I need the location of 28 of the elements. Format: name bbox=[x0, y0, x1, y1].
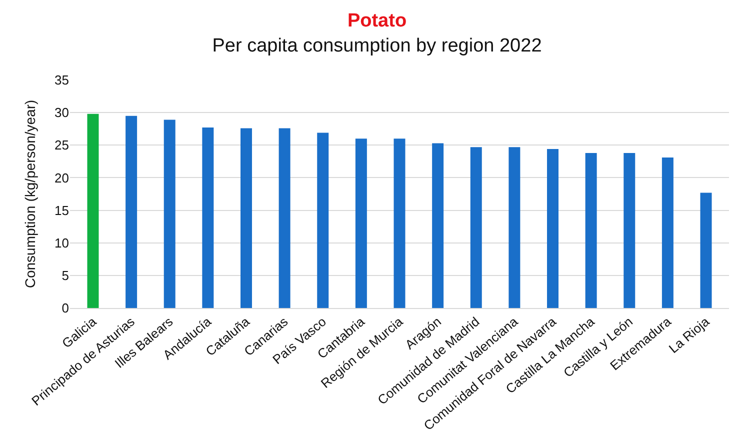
bar bbox=[202, 128, 214, 308]
y-tick-label: 35 bbox=[54, 72, 69, 88]
y-tick-label: 30 bbox=[54, 105, 69, 120]
y-tick-label: 5 bbox=[62, 268, 69, 283]
y-tick-label: 10 bbox=[54, 235, 69, 250]
bar bbox=[240, 128, 252, 308]
y-tick-label: 0 bbox=[62, 300, 69, 316]
y-tick-label: 15 bbox=[54, 202, 69, 218]
chart-title: Potato bbox=[347, 10, 407, 32]
bar bbox=[126, 116, 138, 308]
bar bbox=[700, 192, 712, 308]
bar bbox=[87, 114, 99, 308]
bar bbox=[394, 138, 406, 308]
y-tick-label: 25 bbox=[54, 138, 69, 153]
bar bbox=[547, 149, 558, 308]
bar bbox=[662, 158, 674, 308]
y-tick-label: 20 bbox=[54, 170, 69, 186]
bar bbox=[508, 147, 520, 308]
bar bbox=[278, 128, 290, 308]
bar bbox=[164, 120, 176, 308]
bar bbox=[470, 147, 482, 308]
bar bbox=[432, 143, 444, 308]
bar bbox=[317, 132, 329, 308]
bar bbox=[355, 138, 367, 308]
chart-subtitle: Per capita consumption by region 2022 bbox=[212, 35, 542, 56]
bar bbox=[624, 152, 636, 308]
y-axis-title: Consumption (kg/person/year) bbox=[22, 100, 38, 288]
bar bbox=[585, 152, 597, 308]
